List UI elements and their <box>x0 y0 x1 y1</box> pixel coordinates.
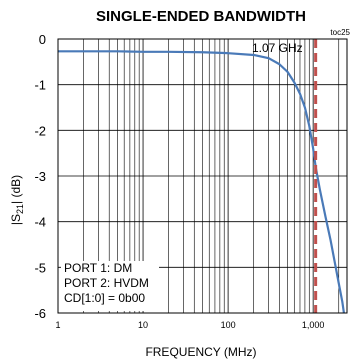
s21-series-line <box>58 50 346 314</box>
bandwidth-marker-label: 1.07 GHz <box>252 41 303 55</box>
x-tick-label: 10 <box>138 320 148 330</box>
plot-frame <box>57 38 348 314</box>
y-axis-label-main: |S <box>9 214 23 225</box>
y-tick-label: -6 <box>34 306 46 321</box>
note-line: PORT 1: DM <box>64 261 132 275</box>
y-tick-label: -4 <box>34 215 46 230</box>
y-axis-label: |S21| (dB) <box>9 175 25 225</box>
x-tick-label: 1 <box>55 320 60 330</box>
toc-label: toc25 <box>330 28 350 37</box>
y-axis-label-sub: 21 <box>15 204 25 214</box>
y-tick-label: -1 <box>34 78 46 93</box>
chart-title: SINGLE-ENDED BANDWIDTH <box>96 8 306 25</box>
x-tick-label: 100 <box>221 320 236 330</box>
y-tick-label: -2 <box>34 123 46 138</box>
x-tick-labels: 1 10 100 1,000 <box>55 320 324 330</box>
note-line: PORT 2: HVDM <box>64 276 149 290</box>
x-axis-label: FREQUENCY (MHz) <box>145 345 256 359</box>
y-tick-labels: 0 -1 -2 -3 -4 -5 -6 <box>34 32 46 321</box>
note-line: CD[1:0] = 0b00 <box>64 291 145 305</box>
y-tick-label: -3 <box>34 169 46 184</box>
notes-background <box>61 261 159 311</box>
y-tick-label: 0 <box>39 32 46 47</box>
y-axis-label-tail: | (dB) <box>9 175 23 204</box>
x-tick-label: 1,000 <box>302 320 325 330</box>
y-tick-label: -5 <box>34 260 46 275</box>
